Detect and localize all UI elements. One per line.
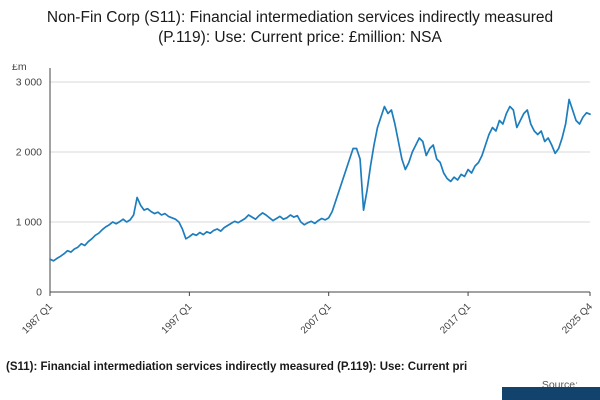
footer-series-title: (S11): Financial intermediation services…: [6, 361, 468, 373]
footer-logo-block: [502, 387, 600, 400]
series-line: [49, 98, 591, 262]
chart-title: Non-Fin Corp (S11): Financial intermedia…: [46, 9, 554, 47]
time-series-chart: 0 1 000 2 000 3 000 £m 1987 Q1 1997 Q1 2007 Q1 2…: [12, 64, 595, 336]
y-axis-unit-label: £m: [12, 64, 27, 73]
x-tick-label: 2017 Q1: [438, 301, 473, 336]
y-tick-label: 0: [36, 287, 42, 299]
y-tick-label: 1 000: [16, 217, 42, 229]
x-tick-label: 1997 Q1: [160, 301, 195, 336]
x-tick-label: 1987 Q1: [20, 301, 55, 336]
y-tick-label: 2 000: [16, 147, 42, 159]
x-tick-label: 2025 Q4: [560, 301, 595, 336]
x-tick-label: 2007 Q1: [299, 301, 334, 336]
y-tick-label: 3 000: [16, 77, 42, 89]
